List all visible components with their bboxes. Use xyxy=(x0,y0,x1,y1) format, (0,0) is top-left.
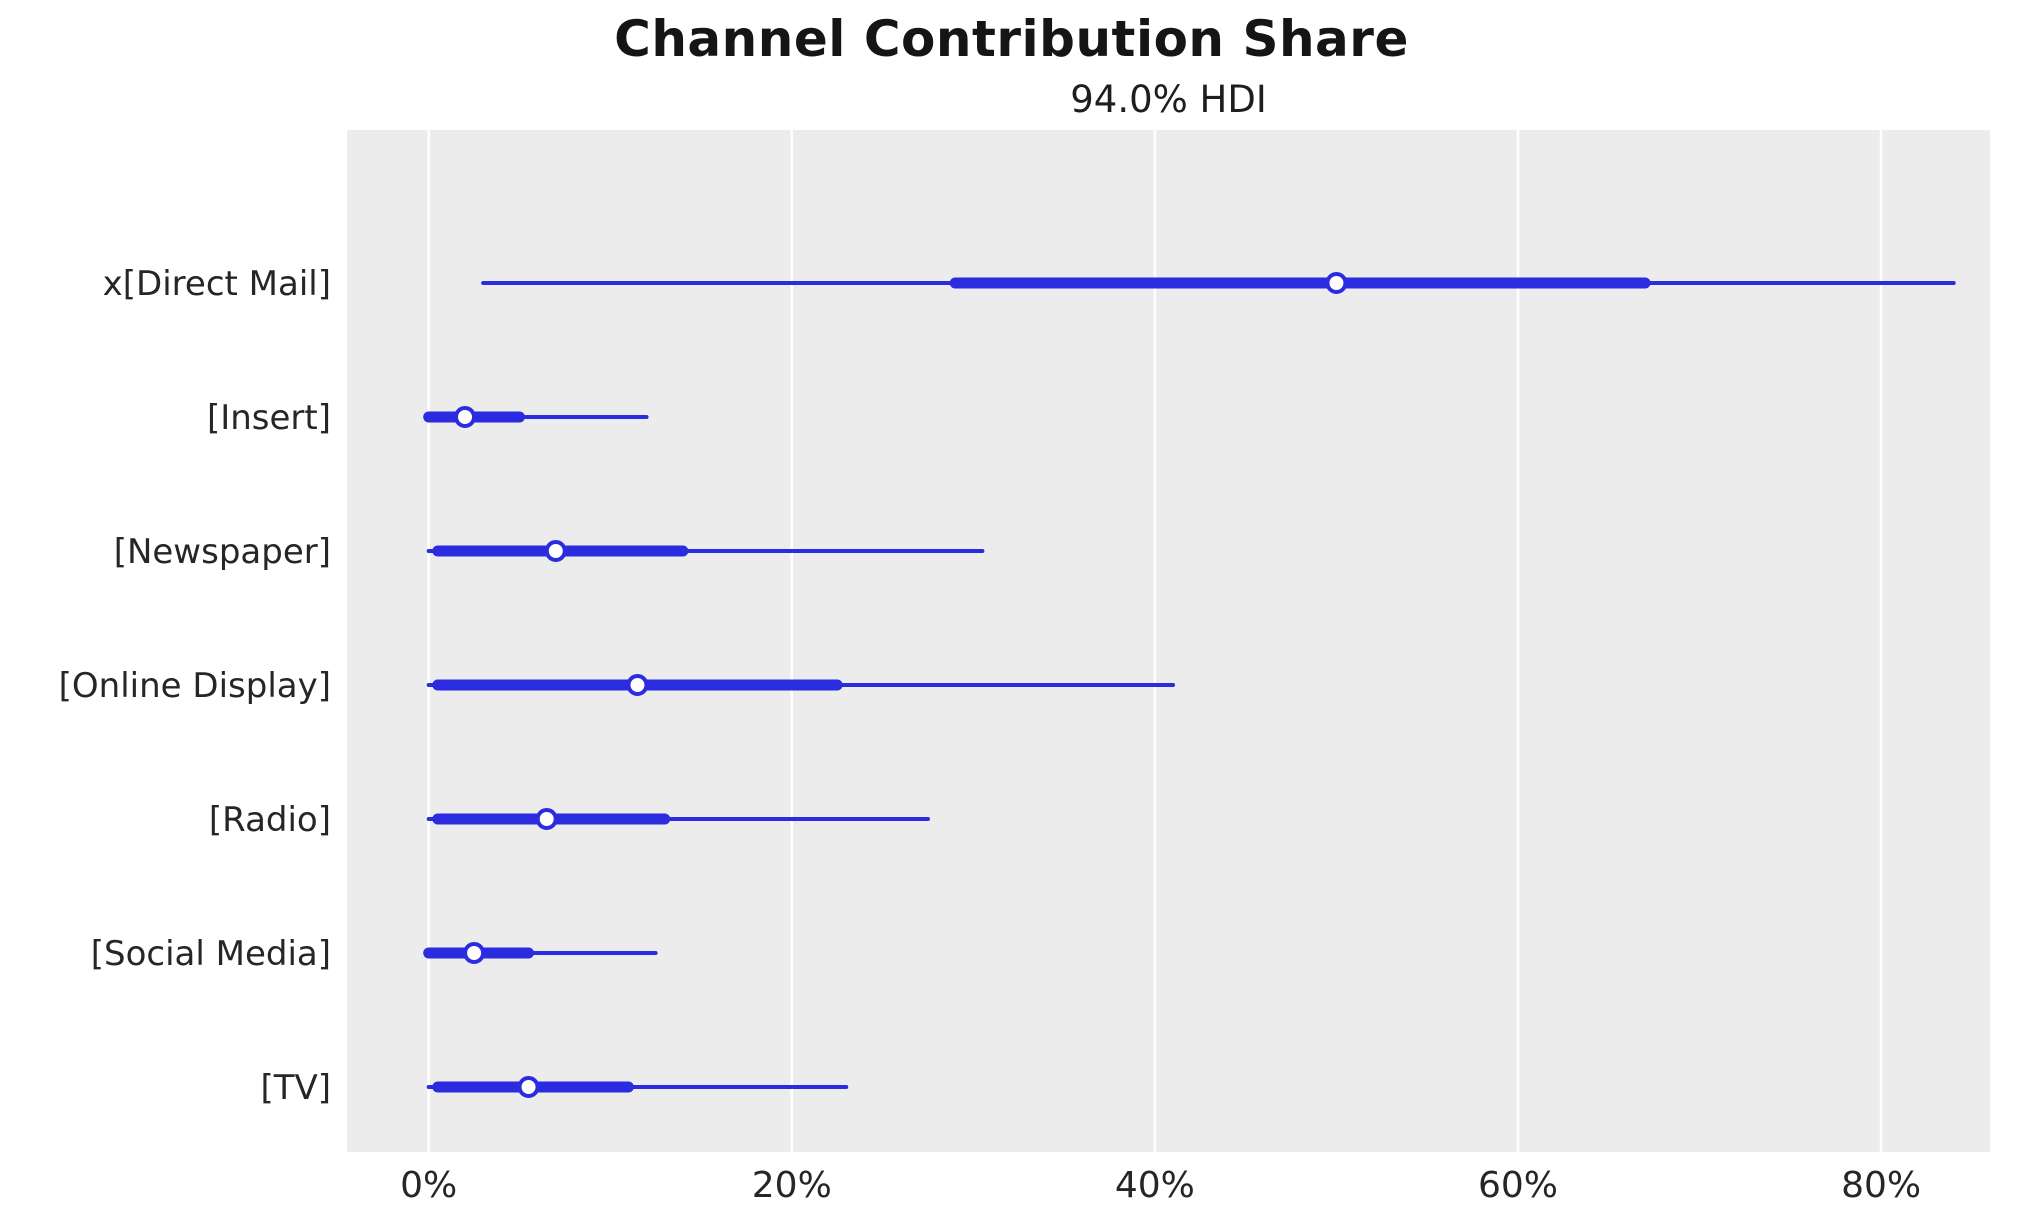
row-label: [Newspaper] xyxy=(114,532,331,572)
row-label: [Online Display] xyxy=(59,666,331,706)
row-label: [Radio] xyxy=(209,800,331,840)
row-label: [Social Media] xyxy=(91,934,331,974)
median-marker xyxy=(463,942,486,964)
x-tick-label: 20% xyxy=(752,1165,832,1206)
row-label: x[Direct Mail] xyxy=(103,264,331,304)
plot-background xyxy=(347,130,1990,1152)
row-label: [Insert] xyxy=(207,398,331,438)
x-tick-label: 80% xyxy=(1841,1165,1921,1206)
chart-subtitle: 94.0% HDI xyxy=(1070,78,1267,121)
median-marker xyxy=(544,540,567,562)
median-marker xyxy=(626,674,649,696)
median-marker xyxy=(517,1076,540,1098)
x-tick-label: 0% xyxy=(400,1165,457,1206)
row-label: [TV] xyxy=(260,1068,331,1108)
x-tick-label: 60% xyxy=(1478,1165,1558,1206)
chart-title: Channel Contribution Share xyxy=(614,10,1409,68)
median-marker xyxy=(454,406,477,428)
median-marker xyxy=(535,808,558,830)
median-marker xyxy=(1325,272,1348,294)
x-tick-label: 40% xyxy=(1115,1165,1195,1206)
